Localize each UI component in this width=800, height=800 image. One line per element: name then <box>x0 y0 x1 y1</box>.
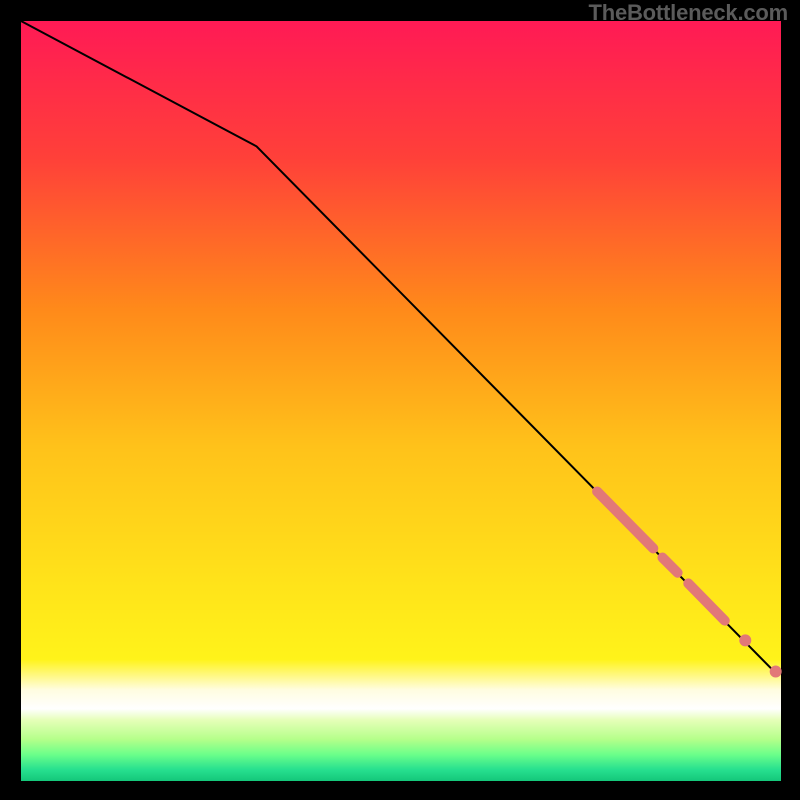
marker-dot <box>770 666 782 678</box>
watermark-text: TheBottleneck.com <box>588 0 788 26</box>
chart-svg <box>0 0 800 800</box>
marker-dot <box>739 634 751 646</box>
chart-container: TheBottleneck.com <box>0 0 800 800</box>
gradient-background <box>21 21 781 781</box>
